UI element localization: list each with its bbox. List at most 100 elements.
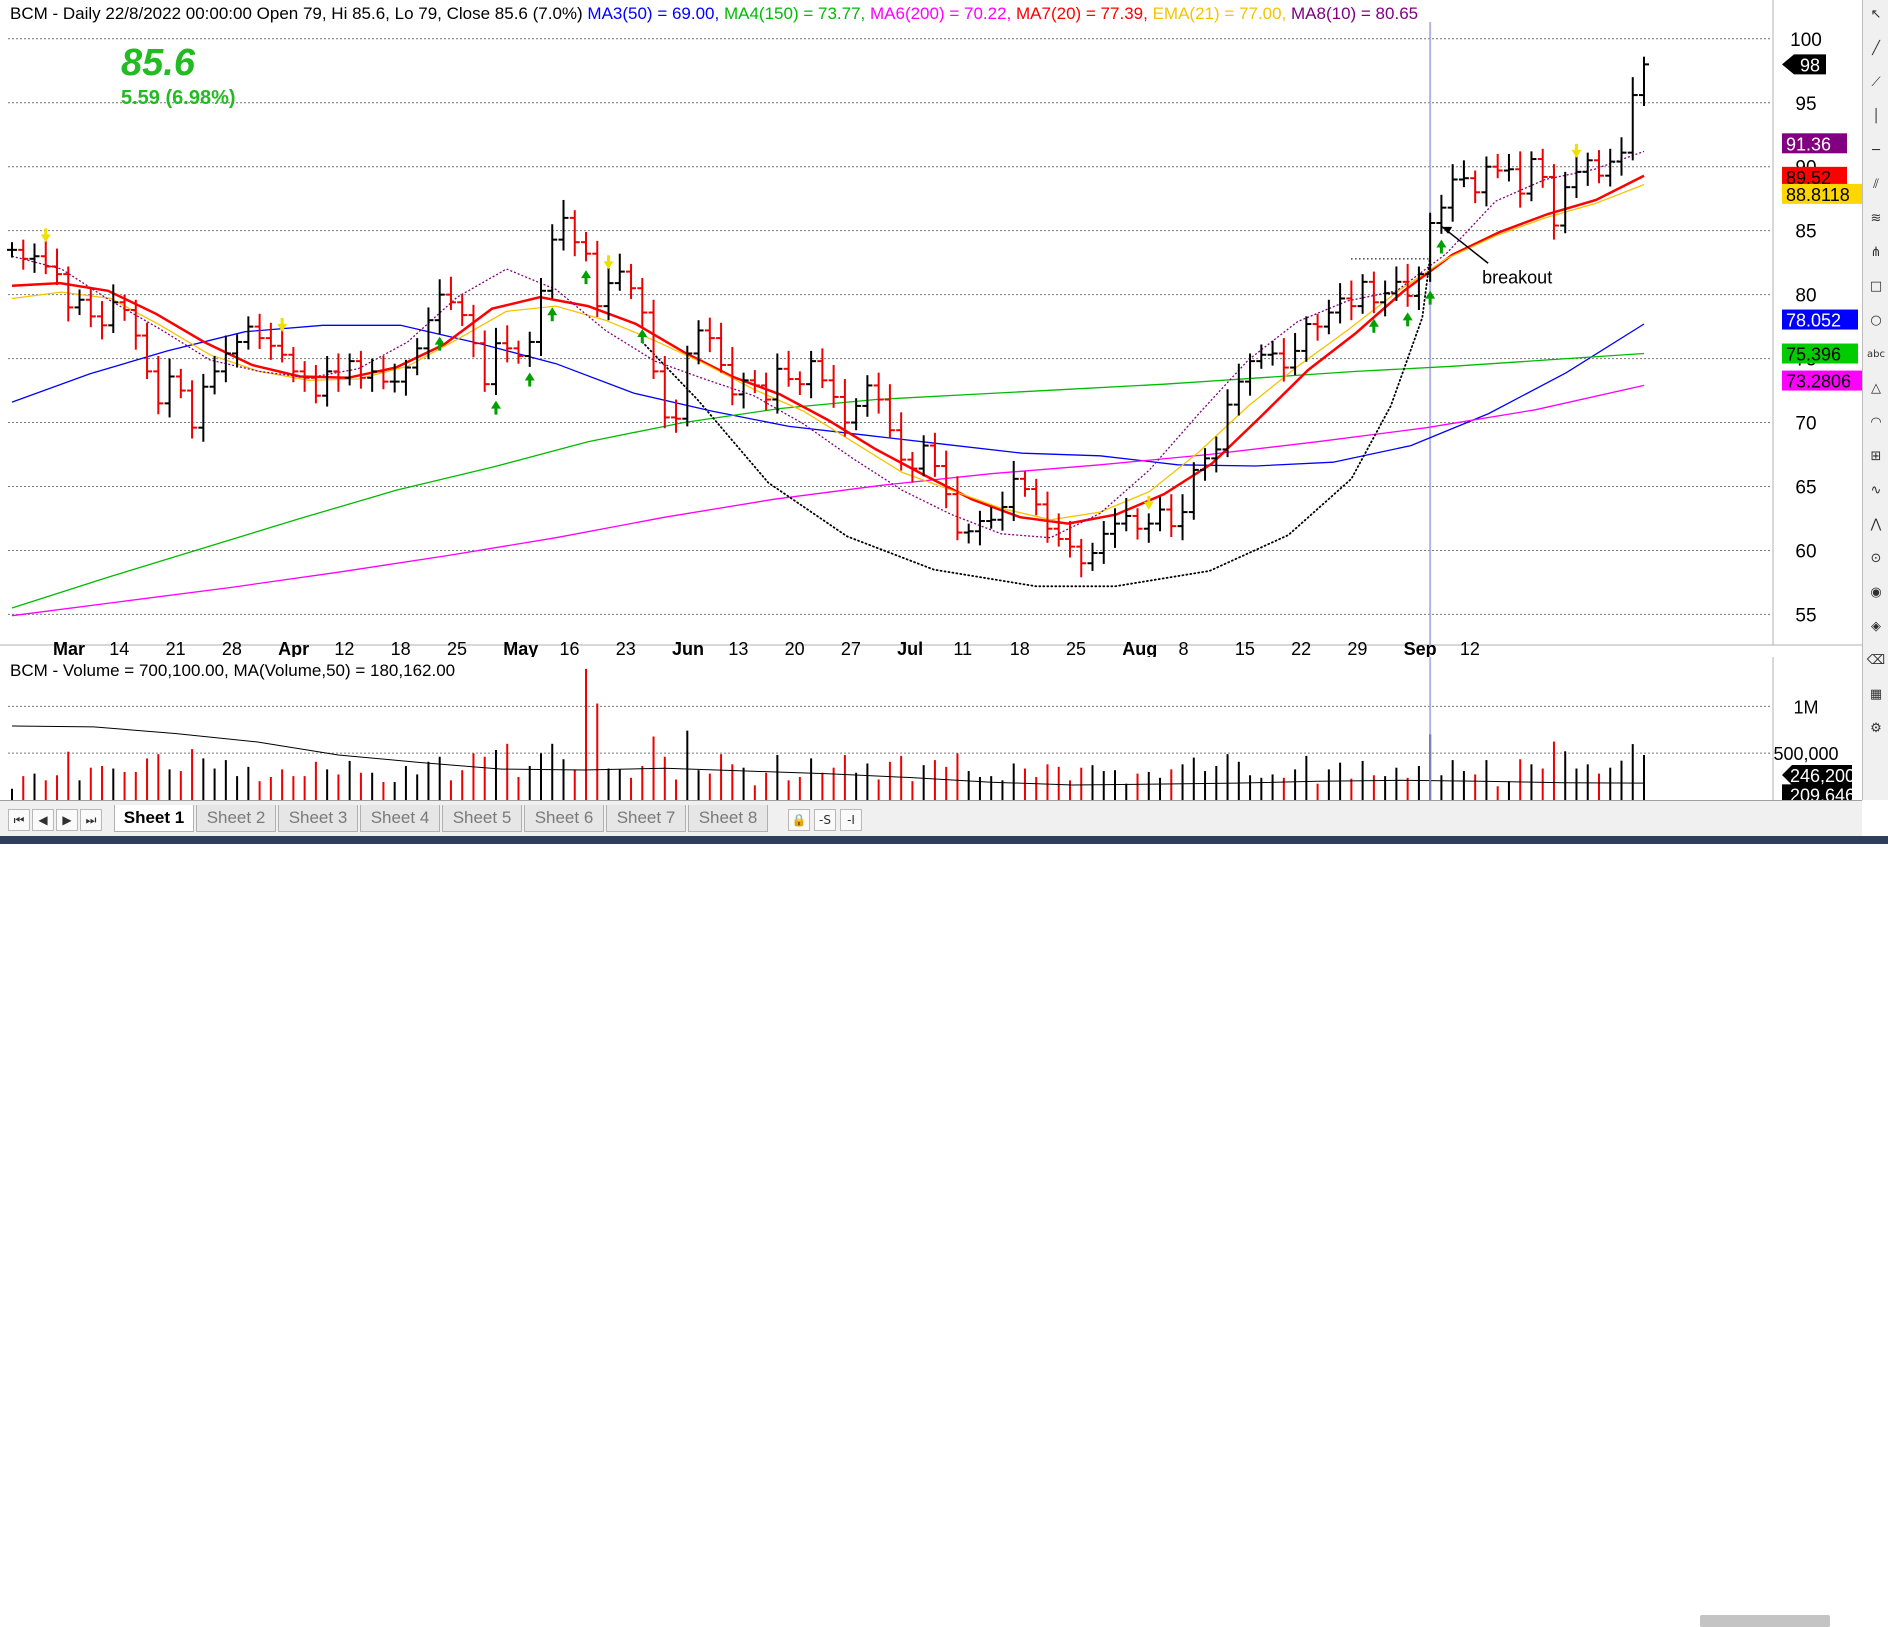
x-tick-label: 29 xyxy=(1347,639,1367,657)
chart-title-main: BCM - Daily 22/8/2022 00:00:00 Open 79, … xyxy=(10,4,587,23)
ohlc-bar xyxy=(1548,164,1559,240)
magnet-icon[interactable]: ⊙ xyxy=(1870,551,1882,566)
price-tag-label: 98 xyxy=(1800,55,1820,75)
ohlc-bar xyxy=(524,331,535,367)
y-tick-label: 100 xyxy=(1790,30,1822,51)
ohlc-bar xyxy=(1053,513,1064,547)
horizontal-scrollbar[interactable] xyxy=(1700,1615,1830,1627)
delete-icon[interactable]: ⌫ xyxy=(1866,653,1886,668)
pitchfork-icon[interactable]: ⋔ xyxy=(1870,245,1882,260)
price-tag: 73.2806 xyxy=(1782,370,1862,392)
buy-signal-arrow xyxy=(1425,290,1436,305)
first-sheet-icon[interactable]: ⏮ xyxy=(8,809,30,831)
ohlc-bar xyxy=(1076,538,1087,578)
tab-sheet-2[interactable]: Sheet 2 xyxy=(196,805,276,832)
ohlc-bar xyxy=(1278,338,1289,382)
x-tick-label: 13 xyxy=(728,639,748,657)
ohlc-bar xyxy=(614,253,625,291)
settings-icon[interactable]: ⚙ xyxy=(1870,721,1882,736)
prev-sheet-icon[interactable]: ◀ xyxy=(32,809,54,831)
channel-icon[interactable]: ⫽ xyxy=(1873,177,1879,192)
ohlc-bar xyxy=(637,277,648,327)
triangle-icon[interactable]: △ xyxy=(1871,381,1881,396)
tab-sheet-8[interactable]: Sheet 8 xyxy=(688,805,768,832)
ohlc-bar xyxy=(299,361,310,392)
arc-icon[interactable]: ◠ xyxy=(1870,415,1882,430)
ray-icon[interactable]: ⟋ xyxy=(1871,75,1881,90)
x-tick-label: Jul xyxy=(897,639,923,657)
ohlc-bar xyxy=(97,301,108,340)
indicator-label: EMA(21) = 77.00, xyxy=(1153,4,1291,23)
series-ma4-150- xyxy=(11,352,1645,609)
tab-sheet-4[interactable]: Sheet 4 xyxy=(360,805,440,832)
vertical-line-icon[interactable]: │ xyxy=(1872,109,1880,124)
scale-icon[interactable]: -S xyxy=(814,809,836,831)
ohlc-bar xyxy=(986,506,997,529)
tab-sheet-1[interactable]: Sheet 1 xyxy=(114,805,194,832)
palette-icon[interactable]: ◈ xyxy=(1871,619,1881,634)
volume-tag: 246,200 xyxy=(1782,764,1855,786)
gann-icon[interactable]: ⊞ xyxy=(1870,449,1882,464)
ohlc-bar xyxy=(434,279,445,335)
ohlc-bar xyxy=(873,372,884,414)
window-status-strip xyxy=(0,836,1888,844)
rectangle-icon[interactable]: □ xyxy=(1869,279,1883,294)
series-ma6-200- xyxy=(11,384,1645,617)
x-tick-label: 25 xyxy=(1066,639,1086,657)
tab-sheet-7[interactable]: Sheet 7 xyxy=(606,805,686,832)
horizontal-line-icon[interactable]: ─ xyxy=(1872,143,1880,158)
cycles-icon[interactable]: ∿ xyxy=(1870,483,1882,498)
ohlc-bar xyxy=(693,320,704,365)
cursor-icon[interactable]: ↖ xyxy=(1870,7,1882,22)
price-tag-label: 91.36 xyxy=(1786,134,1831,154)
x-tick-label: 20 xyxy=(785,639,805,657)
interval-icon[interactable]: -I xyxy=(840,809,862,831)
ohlc-bar xyxy=(716,322,727,373)
indicator-label: MA4(150) = 73.77, xyxy=(724,4,870,23)
ohlc-bar xyxy=(1368,271,1379,314)
price-tag: 98 xyxy=(1782,54,1826,75)
x-tick-label: Aug xyxy=(1122,639,1157,657)
ohlc-bar xyxy=(1492,153,1503,179)
price-chart[interactable]: 556065707580859095100Mar142128Apr121825M… xyxy=(0,0,1862,657)
next-sheet-icon[interactable]: ▶ xyxy=(56,809,78,831)
tab-sheet-3[interactable]: Sheet 3 xyxy=(278,805,358,832)
ohlc-bar xyxy=(502,325,513,363)
ohlc-bar xyxy=(1458,160,1469,188)
chart-background xyxy=(0,0,1862,657)
x-tick-label: Apr xyxy=(278,639,309,657)
ohlc-bar xyxy=(344,353,355,386)
volume-chart[interactable]: 500,000 1M BCM - Volume = 700,100.00, MA(V… xyxy=(0,657,1862,800)
fibonacci-icon[interactable]: ≋ xyxy=(1870,211,1882,226)
ohlc-bar xyxy=(1155,496,1166,532)
ohlc-bar xyxy=(761,372,772,411)
eye-icon[interactable]: ◉ xyxy=(1870,585,1882,600)
ohlc-bar xyxy=(1515,151,1526,208)
ohlc-bar xyxy=(513,340,524,364)
ohlc-bar xyxy=(794,371,805,396)
y-tick-label: 65 xyxy=(1795,478,1816,499)
ohlc-bar xyxy=(1560,171,1571,234)
ohlc-bar xyxy=(74,289,85,316)
ohlc-bar xyxy=(1503,153,1514,182)
ohlc-bar xyxy=(389,363,400,393)
ellipse-icon[interactable]: ○ xyxy=(1870,313,1882,328)
ohlc-bar xyxy=(1019,471,1030,497)
x-tick-label: 18 xyxy=(1010,639,1030,657)
ohlc-bar xyxy=(29,243,40,273)
ohlc-bar xyxy=(1627,77,1638,161)
grid-icon[interactable]: ▦ xyxy=(1869,687,1883,702)
last-sheet-icon[interactable]: ⏭ xyxy=(80,809,102,831)
x-tick-label: 22 xyxy=(1291,639,1311,657)
tab-sheet-5[interactable]: Sheet 5 xyxy=(442,805,522,832)
ohlc-bar xyxy=(1447,164,1458,222)
ohlc-bar xyxy=(1233,363,1244,416)
ohlc-bar xyxy=(367,358,378,392)
lock-icon[interactable]: 🔒 xyxy=(788,809,810,831)
text-icon[interactable]: abc xyxy=(1867,349,1885,360)
volume-tag-box xyxy=(1782,764,1852,785)
trendline-icon[interactable]: ╱ xyxy=(1872,41,1880,56)
zigzag-icon[interactable]: ⋀ xyxy=(1870,517,1882,532)
tab-sheet-6[interactable]: Sheet 6 xyxy=(524,805,604,832)
ohlc-bar xyxy=(378,356,389,390)
